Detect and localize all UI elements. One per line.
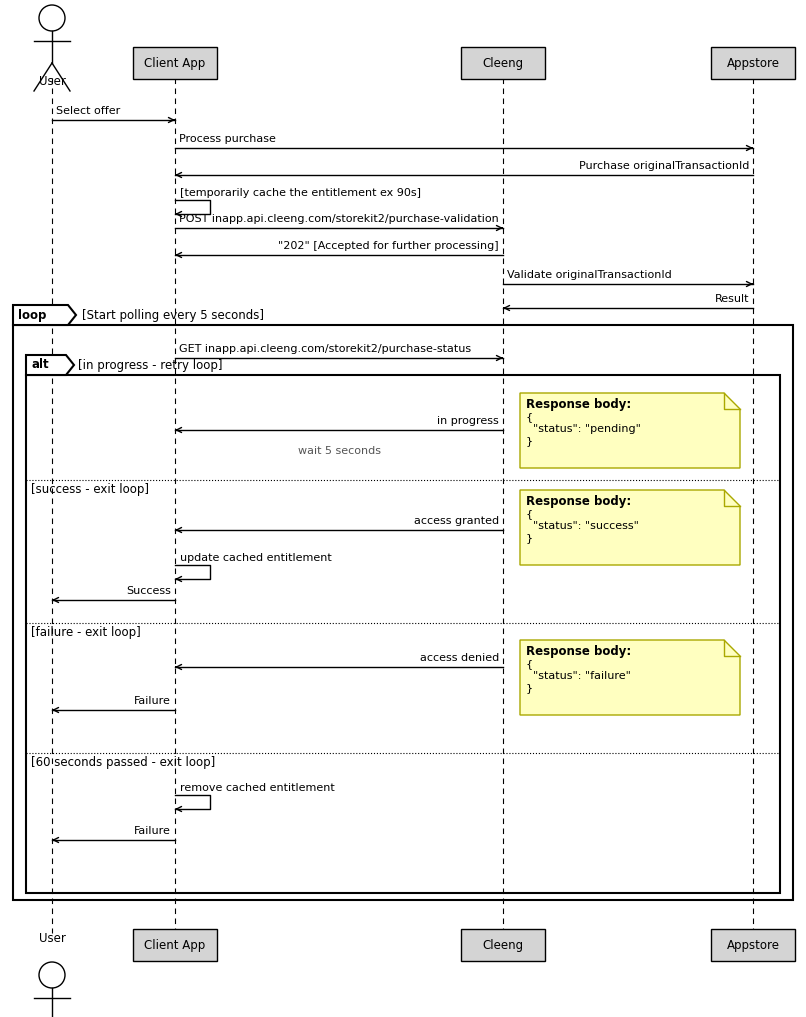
Text: Appstore: Appstore — [726, 939, 779, 952]
Text: [60 seconds passed - exit loop]: [60 seconds passed - exit loop] — [31, 756, 215, 769]
Text: {: { — [526, 508, 533, 519]
Text: access denied: access denied — [420, 653, 499, 663]
Text: Client App: Client App — [144, 57, 206, 69]
FancyBboxPatch shape — [711, 929, 795, 961]
Text: [Start polling every 5 seconds]: [Start polling every 5 seconds] — [82, 308, 264, 321]
Polygon shape — [26, 355, 74, 375]
Text: {: { — [526, 659, 533, 669]
FancyBboxPatch shape — [711, 47, 795, 79]
Text: [failure - exit loop]: [failure - exit loop] — [31, 626, 141, 639]
Text: {: { — [526, 412, 533, 422]
Text: }: } — [526, 533, 533, 543]
Text: }: } — [526, 683, 533, 693]
Text: [in progress - retry loop]: [in progress - retry loop] — [78, 359, 222, 371]
Text: "status": "failure": "status": "failure" — [526, 671, 631, 681]
Bar — [13, 325, 793, 900]
Text: Response body:: Response body: — [526, 398, 631, 411]
Text: [success - exit loop]: [success - exit loop] — [31, 483, 149, 496]
FancyBboxPatch shape — [133, 929, 217, 961]
Text: }: } — [526, 436, 533, 446]
Text: Select offer: Select offer — [56, 106, 120, 116]
Polygon shape — [520, 490, 740, 565]
Text: Cleeng: Cleeng — [483, 57, 524, 69]
Text: User: User — [39, 932, 65, 945]
Text: User: User — [39, 75, 65, 88]
Text: Success: Success — [126, 586, 171, 596]
Text: Failure: Failure — [134, 696, 171, 706]
FancyBboxPatch shape — [133, 47, 217, 79]
Text: remove cached entitlement: remove cached entitlement — [180, 783, 334, 793]
Text: "status": "pending": "status": "pending" — [526, 424, 641, 434]
FancyBboxPatch shape — [461, 47, 545, 79]
Text: Response body:: Response body: — [526, 495, 631, 508]
Text: Purchase originalTransactionId: Purchase originalTransactionId — [579, 161, 749, 171]
Text: in progress: in progress — [437, 416, 499, 426]
Text: Failure: Failure — [134, 826, 171, 836]
Text: access granted: access granted — [413, 516, 499, 526]
Circle shape — [39, 962, 65, 988]
Text: Result: Result — [714, 294, 749, 304]
Text: Process purchase: Process purchase — [179, 134, 276, 144]
Circle shape — [39, 5, 65, 31]
Text: alt: alt — [31, 359, 48, 371]
FancyBboxPatch shape — [461, 929, 545, 961]
Text: Cleeng: Cleeng — [483, 939, 524, 952]
Polygon shape — [520, 393, 740, 468]
Text: Appstore: Appstore — [726, 57, 779, 69]
Text: "202" [Accepted for further processing]: "202" [Accepted for further processing] — [278, 241, 499, 251]
Text: [temporarily cache the entitlement ex 90s]: [temporarily cache the entitlement ex 90… — [180, 188, 421, 198]
Text: Response body:: Response body: — [526, 645, 631, 658]
Text: wait 5 seconds: wait 5 seconds — [297, 446, 380, 456]
Text: update cached entitlement: update cached entitlement — [180, 553, 332, 563]
Text: Client App: Client App — [144, 939, 206, 952]
Text: GET inapp.api.cleeng.com/storekit2/purchase-status: GET inapp.api.cleeng.com/storekit2/purch… — [179, 344, 472, 354]
Bar — [26, 375, 780, 893]
Text: POST inapp.api.cleeng.com/storekit2/purchase-validation: POST inapp.api.cleeng.com/storekit2/purc… — [179, 214, 499, 224]
Text: Validate originalTransactionId: Validate originalTransactionId — [507, 270, 671, 280]
Polygon shape — [520, 640, 740, 715]
Polygon shape — [13, 305, 76, 325]
Text: "status": "success": "status": "success" — [526, 521, 639, 531]
Text: loop: loop — [18, 308, 47, 321]
